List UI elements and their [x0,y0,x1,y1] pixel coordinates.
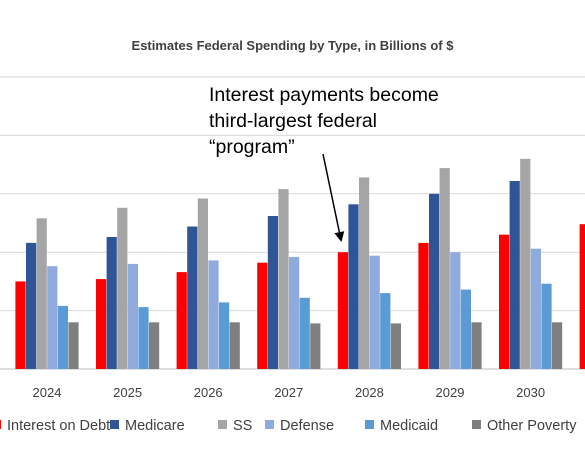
legend-swatch [265,420,274,429]
bar-other-poverty-2030 [552,322,563,369]
legend-swatch [365,420,374,429]
annotation-line-3: “program” [209,136,295,158]
legend-label: Medicaid [380,418,438,434]
bar-medicare-2027 [267,216,278,369]
bar-other-poverty-2026 [229,322,240,369]
legend-swatch [0,420,1,429]
bar-medicare-2024 [26,242,37,369]
x-tick-label: 2030 [516,385,545,400]
x-tick-label: 2028 [355,385,384,400]
bar-interest-on-debt-2026 [176,272,187,369]
bar-ss-2025 [117,207,128,369]
legend-label: Other Poverty [487,418,577,434]
bar-ss-2030 [520,158,531,369]
x-tick-label: 2026 [194,385,223,400]
x-tick-label: 2024 [33,385,62,400]
x-tick-label: 2025 [113,385,142,400]
bar-defense-2024 [47,266,58,369]
bar-defense-2028 [369,255,380,369]
bar-ss-2026 [197,198,208,369]
annotation-line-1: Interest payments become [209,84,439,106]
bar-medicare-2030 [509,181,520,369]
legend-label: Defense [280,418,334,434]
chart-title: Estimates Federal Spending by Type, in B… [131,38,454,53]
legend-label: Interest on Debt [7,418,110,434]
bar-interest-on-debt-2031 [579,224,585,369]
bar-interest-on-debt-2024 [15,281,26,369]
bar-defense-2026 [208,260,219,369]
annotation-line-2: third-largest federal [209,110,377,132]
annotation: Interest payments become third-largest f… [209,82,439,160]
bar-ss-2029 [439,168,450,369]
bar-interest-on-debt-2027 [257,262,268,369]
legend-label: Medicare [125,418,185,434]
legend-swatch [218,420,227,429]
bar-other-poverty-2029 [471,322,482,369]
bar-other-poverty-2027 [310,323,321,369]
bar-medicaid-2027 [299,297,310,369]
bar-interest-on-debt-2030 [499,234,510,369]
bar-medicaid-2026 [219,302,230,369]
bar-medicaid-2029 [460,289,471,369]
annotation-arrow [322,153,345,242]
bar-medicare-2029 [429,193,440,369]
bar-other-poverty-2024 [68,322,79,369]
bar-medicaid-2024 [57,305,68,369]
bar-interest-on-debt-2029 [418,242,429,369]
x-tick-label: 2029 [436,385,465,400]
legend-label: SS [233,418,252,434]
bar-medicare-2025 [106,237,117,369]
x-tick-label: 2027 [274,385,303,400]
bar-other-poverty-2028 [390,323,401,369]
bar-interest-on-debt-2028 [337,252,348,369]
bar-ss-2028 [359,177,370,369]
bar-medicare-2028 [348,204,359,369]
bar-medicare-2026 [187,226,198,369]
bar-interest-on-debt-2025 [96,279,107,369]
legend-swatch [472,420,481,429]
bar-ss-2024 [36,218,47,369]
bar-medicaid-2025 [138,307,149,369]
bar-ss-2027 [278,189,289,369]
bar-medicaid-2030 [541,283,552,369]
bar-defense-2030 [530,248,541,369]
bar-defense-2025 [127,263,138,369]
legend-swatch [110,420,119,429]
bar-defense-2029 [450,252,461,369]
bar-medicaid-2028 [380,293,391,369]
bar-other-poverty-2025 [149,322,160,369]
bar-defense-2027 [289,256,300,369]
